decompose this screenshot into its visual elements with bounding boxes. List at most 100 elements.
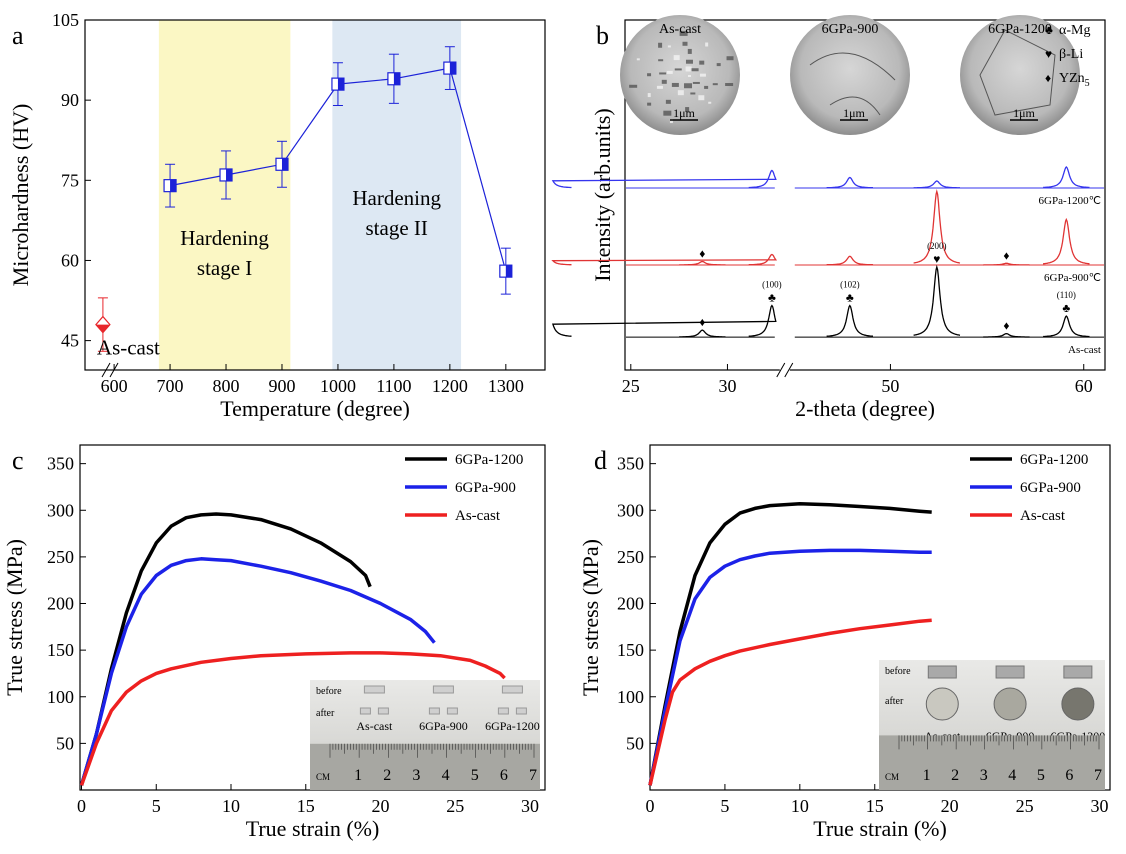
- ruler-label: 1: [354, 767, 362, 784]
- marker: [331, 77, 345, 91]
- y-tick-label: 45: [61, 331, 79, 351]
- legend-symbol: ♣: [1045, 23, 1053, 37]
- marker-fill: [281, 158, 288, 171]
- sample-before: [927, 665, 957, 679]
- micro-feature: [704, 85, 709, 89]
- peak-label: (200): [927, 241, 947, 251]
- peak: [913, 188, 961, 264]
- legend-label: α-Mg: [1059, 23, 1090, 38]
- axis-gap: [779, 368, 790, 372]
- series-line: [79, 512, 372, 786]
- sample-before: [432, 685, 454, 694]
- phase-symbol: ♦: [1003, 319, 1009, 333]
- marker-fill: [505, 265, 512, 278]
- micro-feature: [658, 42, 663, 48]
- photo-sample-label: As-cast: [356, 719, 393, 733]
- marker: [387, 72, 401, 86]
- legend-label: 6GPa-1200: [1020, 452, 1088, 468]
- y-tick-label: 250: [617, 547, 644, 567]
- x-tick-label: 700: [157, 376, 184, 396]
- peak: [826, 255, 874, 266]
- peak: [913, 264, 961, 336]
- marker: [499, 264, 513, 278]
- micro-feature: [685, 66, 692, 72]
- x-tick-label: 800: [213, 376, 240, 396]
- peak: [983, 332, 1030, 338]
- sample-after: [497, 707, 509, 715]
- y-tick-label: 75: [61, 170, 79, 190]
- y-tick-label: 300: [47, 500, 74, 520]
- band-label: Hardening: [180, 226, 269, 250]
- series-line: [648, 548, 932, 786]
- legend-label: β-Li: [1059, 47, 1083, 62]
- y-tick-label: 350: [47, 454, 74, 474]
- legend-symbol: ♥: [1045, 47, 1052, 61]
- y-tick-label: 250: [47, 547, 74, 567]
- peak: [679, 260, 726, 266]
- peak: [1043, 217, 1090, 265]
- x-tick-label: 1100: [376, 376, 411, 396]
- peak-label: (100): [762, 280, 782, 290]
- y-tick-label: 105: [52, 10, 79, 30]
- marker: [275, 157, 289, 171]
- sample-before: [363, 685, 385, 694]
- micro-feature: [677, 90, 684, 96]
- photo-sample-label: 6GPa-1200: [485, 719, 540, 733]
- legend-label: 6GPa-900: [455, 480, 516, 496]
- micro-feature: [685, 107, 690, 113]
- sample-after: [377, 707, 389, 715]
- peak: [1043, 166, 1090, 189]
- photo-row-label: after: [316, 708, 335, 719]
- ruler: [310, 743, 540, 790]
- micro-feature: [629, 84, 638, 88]
- x-tick-label: 0: [77, 796, 86, 816]
- marker-fill: [95, 324, 110, 333]
- panel-label: b: [596, 21, 609, 50]
- ruler-label: 4: [1008, 767, 1016, 784]
- ruler-label: 2: [951, 767, 959, 784]
- phase-symbol: ♣: [1062, 301, 1070, 315]
- ruler-label: 2: [383, 767, 391, 784]
- ruler-label: 4: [442, 767, 450, 784]
- x-tick-label: 900: [268, 376, 295, 396]
- axis-break: [101, 362, 111, 378]
- x-tick-label: 15: [866, 796, 884, 816]
- micro-feature: [708, 101, 712, 104]
- phase-symbol: ♦: [1003, 248, 1009, 262]
- micro-feature: [687, 48, 692, 54]
- sample-after: [428, 707, 440, 715]
- micro-feature: [725, 83, 734, 87]
- x-tick-label: 50: [881, 376, 899, 396]
- legend-label: As-cast: [1020, 508, 1066, 524]
- marker: [219, 168, 233, 182]
- ruler-label: CM: [316, 772, 330, 782]
- micro-feature: [658, 59, 664, 62]
- marker-fill: [449, 62, 456, 75]
- x-tick-label: 0: [646, 796, 655, 816]
- series-line: [648, 501, 932, 786]
- marker-fill: [170, 179, 177, 192]
- marker-fill: [337, 78, 344, 91]
- micro-feature: [726, 56, 734, 61]
- y-tick-label: 150: [47, 640, 74, 660]
- panel-label: c: [12, 446, 24, 475]
- micro-feature: [674, 68, 682, 71]
- y-tick-label: 50: [56, 733, 74, 753]
- marker: [163, 179, 177, 193]
- x-tick-label: 25: [622, 376, 640, 396]
- y-axis-title: True stress (MPa): [2, 539, 27, 696]
- legend-label: YZn5: [1059, 71, 1090, 89]
- scale-bar-label: 1μm: [843, 106, 865, 120]
- x-tick-label: 20: [941, 796, 959, 816]
- ruler-label: 5: [1037, 767, 1045, 784]
- panel-label: a: [12, 21, 24, 50]
- ruler-label: 7: [529, 767, 537, 784]
- micro-feature: [688, 75, 691, 77]
- micro-feature: [636, 58, 640, 61]
- x-tick-label: 60: [1075, 376, 1093, 396]
- sample-before: [501, 685, 523, 694]
- peak: [551, 169, 777, 189]
- peak-label: (110): [1057, 290, 1076, 300]
- micro-feature: [679, 30, 688, 36]
